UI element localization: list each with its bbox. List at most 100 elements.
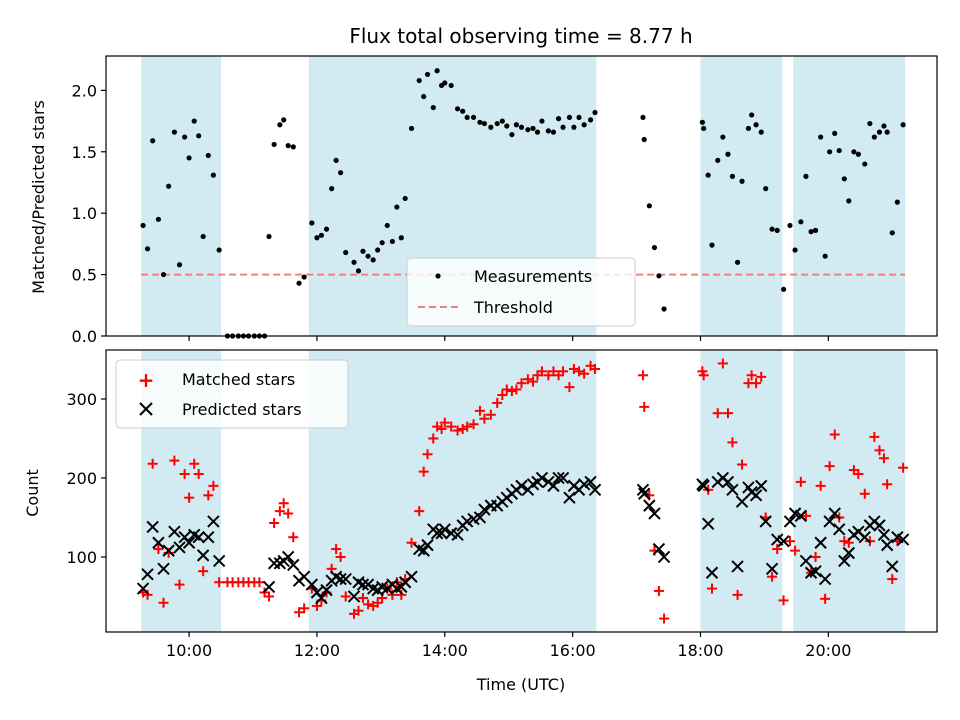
predicted-stars-point — [563, 491, 576, 504]
matched-stars-point — [558, 366, 569, 377]
measurement-point — [196, 133, 202, 139]
predicted-stars-point — [273, 557, 287, 570]
legend-measurement-label: Measurements — [474, 267, 592, 286]
measurement-point — [780, 286, 787, 292]
matched-stars-point — [335, 551, 346, 562]
matched-stars-point — [468, 419, 479, 430]
matched-stars-point — [859, 488, 870, 499]
legend-predicted-marker — [139, 402, 153, 416]
bottom-legend-box — [115, 359, 349, 429]
measurement-point — [587, 117, 594, 123]
measurement-point — [841, 176, 847, 182]
measurement-point — [416, 77, 422, 84]
predicted-stars-point — [809, 564, 822, 578]
xtick-label: 10:00 — [166, 641, 212, 660]
predicted-stars-point — [451, 528, 464, 542]
measurement-point — [592, 109, 598, 116]
measurement-point — [360, 248, 366, 254]
top-ytick-label: 2.0 — [72, 81, 97, 100]
measurement-point — [753, 122, 759, 128]
predicted-stars-point — [584, 475, 597, 489]
measurement-point — [745, 125, 752, 132]
predicted-stars-point — [577, 478, 591, 491]
matched-stars-point — [698, 370, 709, 381]
predicted-stars-point — [196, 549, 210, 562]
measurement-point — [545, 128, 551, 134]
matched-stars-point — [800, 510, 811, 521]
predicted-stars-point — [192, 531, 205, 544]
matched-stars-point — [198, 566, 209, 577]
matched-stars-point — [717, 358, 728, 369]
measurement-point — [365, 253, 371, 259]
measurement-point — [481, 120, 488, 127]
measurement-point — [571, 124, 577, 130]
predicted-stars-point — [305, 578, 319, 591]
measurement-point — [876, 129, 883, 135]
measurement-point — [398, 235, 404, 241]
measurement-point — [699, 119, 706, 125]
predicted-stars-point — [828, 507, 841, 520]
matched-stars-point — [479, 413, 490, 424]
measurement-point — [889, 230, 895, 236]
predicted-stars-point — [818, 572, 832, 586]
predicted-stars-point — [405, 570, 418, 583]
matched-stars-point — [363, 599, 374, 610]
measurement-point — [504, 123, 510, 129]
predicted-stars-point — [749, 489, 763, 502]
measurement-point — [576, 114, 582, 121]
matched-stars-point — [278, 498, 289, 509]
measurement-point — [424, 71, 431, 78]
matched-stars-point — [511, 384, 522, 395]
matched-stars-point — [772, 544, 783, 555]
measurement-point — [454, 106, 461, 112]
matched-stars-point — [829, 429, 840, 440]
measurement-point — [758, 129, 764, 135]
measurement-point — [734, 259, 741, 265]
matched-stars-point — [142, 589, 153, 600]
measurement-point — [301, 274, 307, 280]
matched-stars-point — [810, 551, 821, 562]
legend-predicted-label: Predicted stars — [182, 400, 302, 419]
matched-stars-point — [751, 378, 762, 389]
measurement-point — [661, 306, 667, 312]
top-legend-box — [406, 257, 636, 327]
matched-stars-point — [898, 462, 909, 473]
measurement-point — [701, 125, 707, 132]
matched-stars-point — [357, 593, 368, 604]
matched-stars-point — [722, 408, 733, 419]
measurement-point — [715, 157, 721, 163]
measurement-point — [836, 147, 842, 154]
predicted-stars-point — [136, 582, 150, 595]
matched-stars-point — [639, 401, 650, 412]
top-shaded-interval — [141, 56, 222, 336]
matched-stars-point — [406, 537, 417, 548]
matched-stars-point — [254, 577, 265, 588]
predicted-stars-point — [638, 487, 651, 500]
measurement-point — [309, 220, 315, 226]
measurement-point — [725, 151, 731, 157]
measurement-point — [641, 136, 647, 143]
measurement-point — [318, 232, 325, 238]
matched-stars-point — [439, 417, 450, 428]
top-shaded-interval — [793, 56, 906, 336]
measurement-point — [166, 183, 172, 189]
measurement-point — [182, 134, 188, 140]
measurement-point — [470, 114, 477, 121]
predicted-stars-point — [547, 479, 560, 493]
matched-stars-point — [820, 593, 831, 604]
measurement-point — [421, 93, 427, 100]
matched-stars-point — [299, 603, 310, 614]
predicted-stars-point — [267, 557, 281, 570]
measurement-point — [488, 124, 494, 130]
measurement-point — [402, 195, 408, 202]
measurement-point — [513, 122, 519, 128]
matched-stars-point — [372, 597, 383, 608]
matched-stars-point — [452, 425, 463, 436]
measurement-point — [705, 172, 711, 178]
measurement-point — [448, 82, 454, 89]
legend-measurement-marker — [435, 273, 441, 279]
matched-stars-point — [506, 386, 517, 397]
predicted-stars-point — [755, 479, 768, 493]
measurement-point — [200, 233, 206, 240]
measurement-point — [186, 155, 192, 161]
